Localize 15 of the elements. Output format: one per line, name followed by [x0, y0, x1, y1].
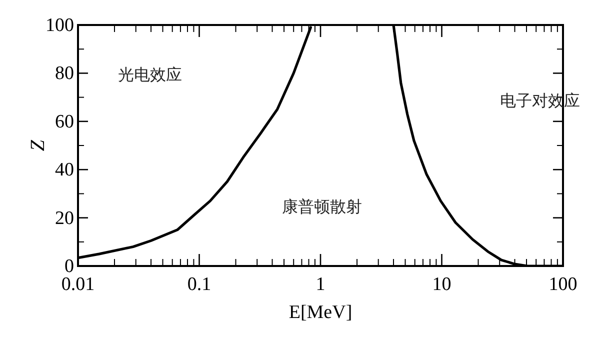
y-tick-label: 40	[55, 160, 74, 181]
y-tick-label: 0	[64, 256, 74, 277]
y-tick-label: 60	[55, 111, 74, 132]
x-tick-label: 0.01	[61, 274, 95, 295]
annotation: 光电效应	[118, 66, 182, 84]
x-tick-label: 100	[548, 274, 578, 295]
x-axis-title: E[MeV]	[288, 302, 352, 323]
y-tick-label: 20	[55, 208, 74, 229]
y-tick-label: 80	[55, 63, 74, 84]
y-axis-title: Z	[27, 139, 49, 152]
x-tick-label: 10	[432, 274, 452, 295]
annotation: 康普顿散射	[282, 198, 362, 216]
y-tick-label: 100	[46, 15, 74, 36]
x-tick-label: 0.1	[187, 274, 212, 295]
x-tick-label: 1	[316, 274, 326, 295]
